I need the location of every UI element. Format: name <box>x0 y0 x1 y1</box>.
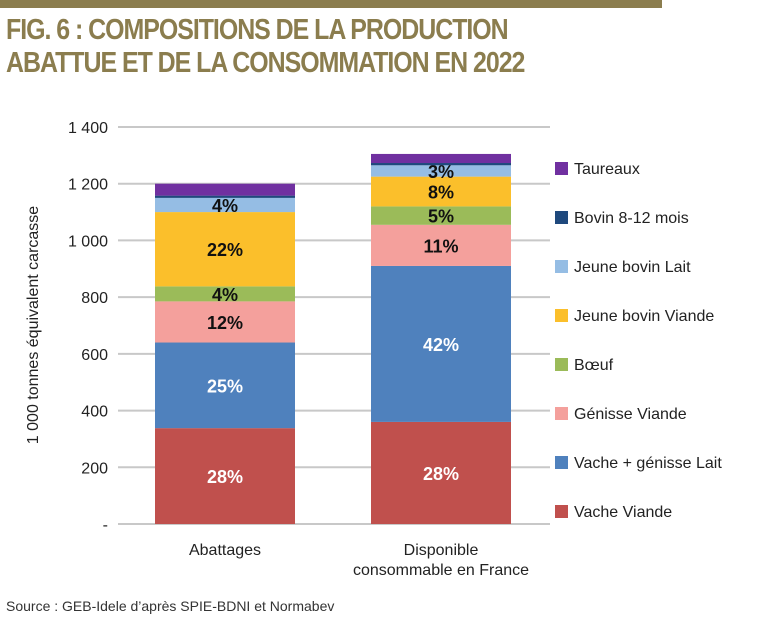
data-label: 42% <box>423 335 459 355</box>
legend-swatch <box>555 456 568 469</box>
source-note: Source : GEB-Idele d’après SPIE-BDNI et … <box>6 598 335 614</box>
legend-entry: Bovin 8-12 mois <box>574 210 689 227</box>
title-rule <box>0 0 662 8</box>
bar-segment <box>371 265 511 422</box>
data-label: 5% <box>428 207 454 227</box>
bar-segment <box>155 301 295 343</box>
bar-segment <box>155 212 295 287</box>
bar-segment <box>155 195 295 198</box>
bar-segment <box>371 153 511 164</box>
data-label: 11% <box>423 236 458 256</box>
bar-segment <box>371 224 511 266</box>
y-tick-label: 1 200 <box>68 177 108 194</box>
data-label: 4% <box>212 196 238 216</box>
data-label: 22% <box>207 240 243 260</box>
figure-title: FIG. 6 : COMPOSITIONS DE LA PRODUCTION A… <box>6 14 525 79</box>
legend-entry: Vache Viande <box>574 504 672 521</box>
data-label: 3% <box>428 162 454 182</box>
data-label: 25% <box>207 376 243 396</box>
x-tick-label: Disponible consommable en France <box>353 542 529 579</box>
bars: 28% 25% 12% 4% 22% 4% 28% 42% 11% 5% 8%3% <box>155 153 511 524</box>
bar-segment <box>155 342 295 429</box>
legend-swatch <box>555 162 568 175</box>
x-tick-label: Abattages <box>189 542 261 559</box>
legend-entry: Bœuf <box>574 357 614 374</box>
legend-entry: Jeune bovin Lait <box>574 259 691 276</box>
data-label: 28% <box>207 467 243 487</box>
data-label: 12% <box>207 313 243 333</box>
legend-swatch <box>555 260 568 273</box>
y-tick-label: 1 000 <box>68 233 108 250</box>
y-tick-label: 1 400 <box>68 120 108 137</box>
bar-segment <box>155 428 295 524</box>
y-tick-label: 600 <box>81 347 108 364</box>
bar-segment <box>155 183 295 196</box>
bar-segment <box>371 163 511 166</box>
bar-segment <box>371 176 511 207</box>
bar-segment <box>155 286 295 302</box>
x-tick-labels: Abattages Disponible consommable en France <box>189 542 529 579</box>
legend-entry: Taureaux <box>574 161 640 178</box>
data-label: 28% <box>423 464 459 484</box>
data-label: 8% <box>428 183 454 203</box>
bar-segment <box>155 197 295 213</box>
y-tick-label: 800 <box>81 290 108 307</box>
bar-segment <box>371 165 511 177</box>
y-tick-label: 200 <box>81 460 108 477</box>
y-tick-labels: - 200 400 600 800 1 000 1 200 1 400 <box>68 120 108 534</box>
data-label: 4% <box>212 285 238 305</box>
y-axis-label: 1 000 tonnes équivalent carcasse <box>25 206 42 444</box>
legend-entry: Vache + génisse Lait <box>574 455 722 472</box>
bar-segment <box>371 206 511 225</box>
y-tick-label: 400 <box>81 404 108 421</box>
bar-segment <box>371 421 511 524</box>
legend-swatch <box>555 211 568 224</box>
legend-swatch <box>555 407 568 420</box>
legend: Taureaux Bovin 8-12 mois Jeune bovin Lait J… <box>555 161 722 521</box>
legend-entry: Génisse Viande <box>574 406 687 423</box>
y-tick-label: - <box>103 517 108 534</box>
legend-entry: Jeune bovin Viande <box>574 308 714 325</box>
legend-swatch <box>555 309 568 322</box>
legend-swatch <box>555 505 568 518</box>
legend-swatch <box>555 358 568 371</box>
